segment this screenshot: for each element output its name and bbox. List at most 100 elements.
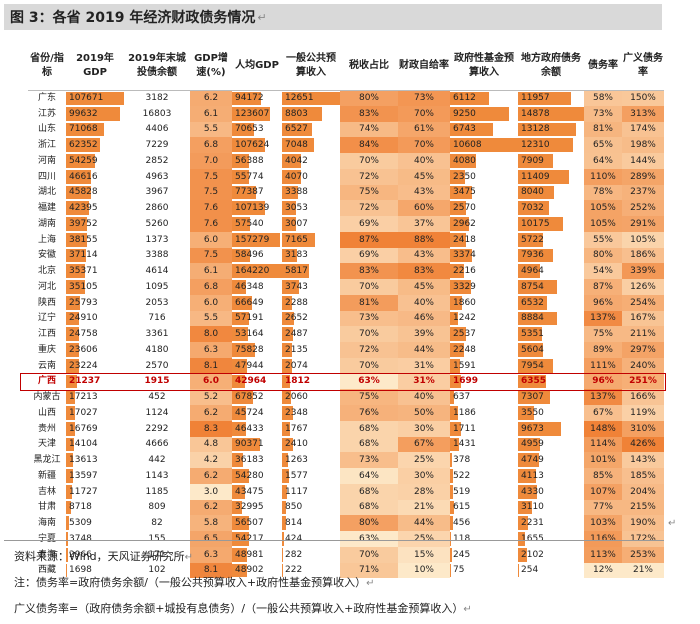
cell-value: 4964 [521, 266, 544, 277]
cell-value: 2487 [285, 329, 308, 340]
cell-gov-fund-revenue: 1711 [450, 421, 518, 437]
cell-fiscal-self-sufficiency: 70% [398, 105, 450, 122]
data-bar [450, 91, 490, 105]
cell-broad-debt-ratio: 166% [622, 389, 664, 405]
data-bar [518, 122, 577, 137]
cell-gdp-2019: 13613 [66, 452, 124, 468]
cell-fiscal-self-sufficiency: 43% [398, 247, 450, 264]
col-header-gdp-growth: GDP增速(%) [190, 42, 232, 91]
cell-general-budget-revenue: 3388 [282, 185, 340, 201]
cell-value: 46433 [235, 423, 264, 434]
cell-tax-share: 83% [340, 105, 398, 122]
cell-fiscal-self-sufficiency: 31% [398, 357, 450, 374]
cell-gdp-2019: 107671 [66, 90, 124, 106]
cell-gov-fund-revenue: 10608 [450, 137, 518, 153]
cell-value: 37114 [69, 250, 98, 261]
cell-broad-debt-ratio: 21% [622, 562, 664, 579]
table-row: 山东 71068 4406 5.5 70653 6527 74% 61% 6743 13128 81… [28, 121, 664, 138]
data-bar [232, 248, 250, 263]
cell-value: 54280 [235, 470, 264, 481]
cell-gov-fund-revenue: 1186 [450, 405, 518, 421]
cell-gov-fund-revenue: 378 [450, 452, 518, 468]
table-row: 江苏 99632 16803 6.1 123607 8803 83% 70% 9250 14878… [28, 105, 664, 122]
table-row: 广西 21237 1915 6.0 42964 1812 63% 31% 1699 6355 96%… [28, 373, 664, 390]
cell-tax-share: 80% [340, 515, 398, 531]
cell-value: 47944 [235, 360, 264, 371]
cell-value: 814 [285, 518, 303, 529]
cell-gdp-2019: 13597 [66, 468, 124, 484]
cell-value: 6527 [285, 124, 308, 135]
cell-general-budget-revenue: 6527 [282, 122, 340, 138]
data-bar [232, 563, 247, 578]
cell-gdp-growth: 6.2 [190, 468, 232, 484]
data-bar [282, 390, 292, 404]
cell-tax-share: 70% [340, 546, 398, 563]
data-bar [450, 532, 451, 546]
cell-debt-ratio: 101% [584, 452, 622, 468]
cell-debt-ratio: 113% [584, 546, 622, 563]
data-bar [518, 374, 547, 389]
cell-value: 75 [453, 565, 465, 576]
cell-value: 9673 [521, 423, 544, 434]
cell-value: 164220 [235, 266, 270, 277]
cell-value: 1431 [453, 439, 476, 450]
cell-value: 3388 [285, 187, 308, 198]
cell-gdp-growth: 6.0 [190, 373, 232, 390]
cell-gdp-growth: 6.3 [190, 342, 232, 358]
cell-value: 3748 [69, 533, 92, 544]
cell-gdp-per-capita: 107139 [232, 200, 282, 216]
cell-value: 23224 [69, 360, 98, 371]
cell-value: 24910 [69, 313, 98, 324]
cell-gdp-per-capita: 70653 [232, 122, 282, 138]
cell-chengtou-debt: 1143 [145, 470, 169, 481]
data-bar [518, 232, 544, 247]
data-bar [518, 390, 551, 404]
cell-value: 55774 [235, 171, 264, 182]
return-mark: ↵ [184, 552, 194, 563]
cell-debt-ratio: 12% [584, 562, 622, 579]
cell-gdp-growth: 6.5 [190, 531, 232, 547]
cell-value: 6112 [453, 93, 476, 104]
cell-value: 245 [453, 549, 471, 560]
cell-chengtou-debt: 3182 [145, 93, 169, 104]
data-bar [282, 280, 300, 294]
cell-value: 2102 [521, 549, 544, 560]
data-bar [282, 295, 293, 310]
cell-chengtou-debt: 3967 [145, 187, 169, 198]
cell-gdp-2019: 37114 [66, 248, 124, 264]
cell-value: 7936 [521, 250, 544, 261]
cell-debt-ratio: 105% [584, 216, 622, 232]
cell-tax-share: 72% [340, 168, 398, 185]
cell-gov-fund-revenue: 1860 [450, 295, 518, 311]
cell-general-budget-revenue: 7165 [282, 232, 340, 248]
cell-chengtou-debt: 1373 [145, 234, 169, 245]
divider [4, 540, 664, 541]
cell-local-gov-debt: 3110 [518, 500, 584, 516]
cell-value: 850 [285, 502, 303, 513]
data-bar [66, 217, 88, 231]
cell-value: 10175 [521, 218, 550, 229]
cell-gov-fund-revenue: 2962 [450, 216, 518, 232]
cell-gdp-per-capita: 57191 [232, 311, 282, 327]
cell-tax-share: 83% [340, 263, 398, 279]
cell-gdp-2019: 1698 [66, 563, 124, 579]
cell-province: 山西 [37, 407, 56, 418]
cell-gdp-growth: 6.2 [190, 405, 232, 421]
data-bar [282, 358, 292, 373]
cell-value: 53164 [235, 329, 264, 340]
cell-local-gov-debt: 4749 [518, 452, 584, 468]
cell-value: 5351 [521, 329, 544, 340]
data-bar [66, 390, 76, 404]
return-mark: ↵ [668, 518, 677, 529]
cell-general-budget-revenue: 1263 [282, 452, 340, 468]
cell-gov-fund-revenue: 6112 [450, 90, 518, 106]
cell-value: 12651 [285, 93, 314, 104]
cell-gov-fund-revenue: 519 [450, 484, 518, 500]
cell-gdp-2019: 23606 [66, 342, 124, 358]
data-bar [282, 547, 284, 562]
cell-value: 123607 [235, 108, 270, 119]
cell-chengtou-debt: 1095 [145, 281, 169, 292]
cell-value: 54259 [69, 155, 98, 166]
cell-value: 2966 [69, 549, 92, 560]
cell-gov-fund-revenue: 522 [450, 468, 518, 484]
